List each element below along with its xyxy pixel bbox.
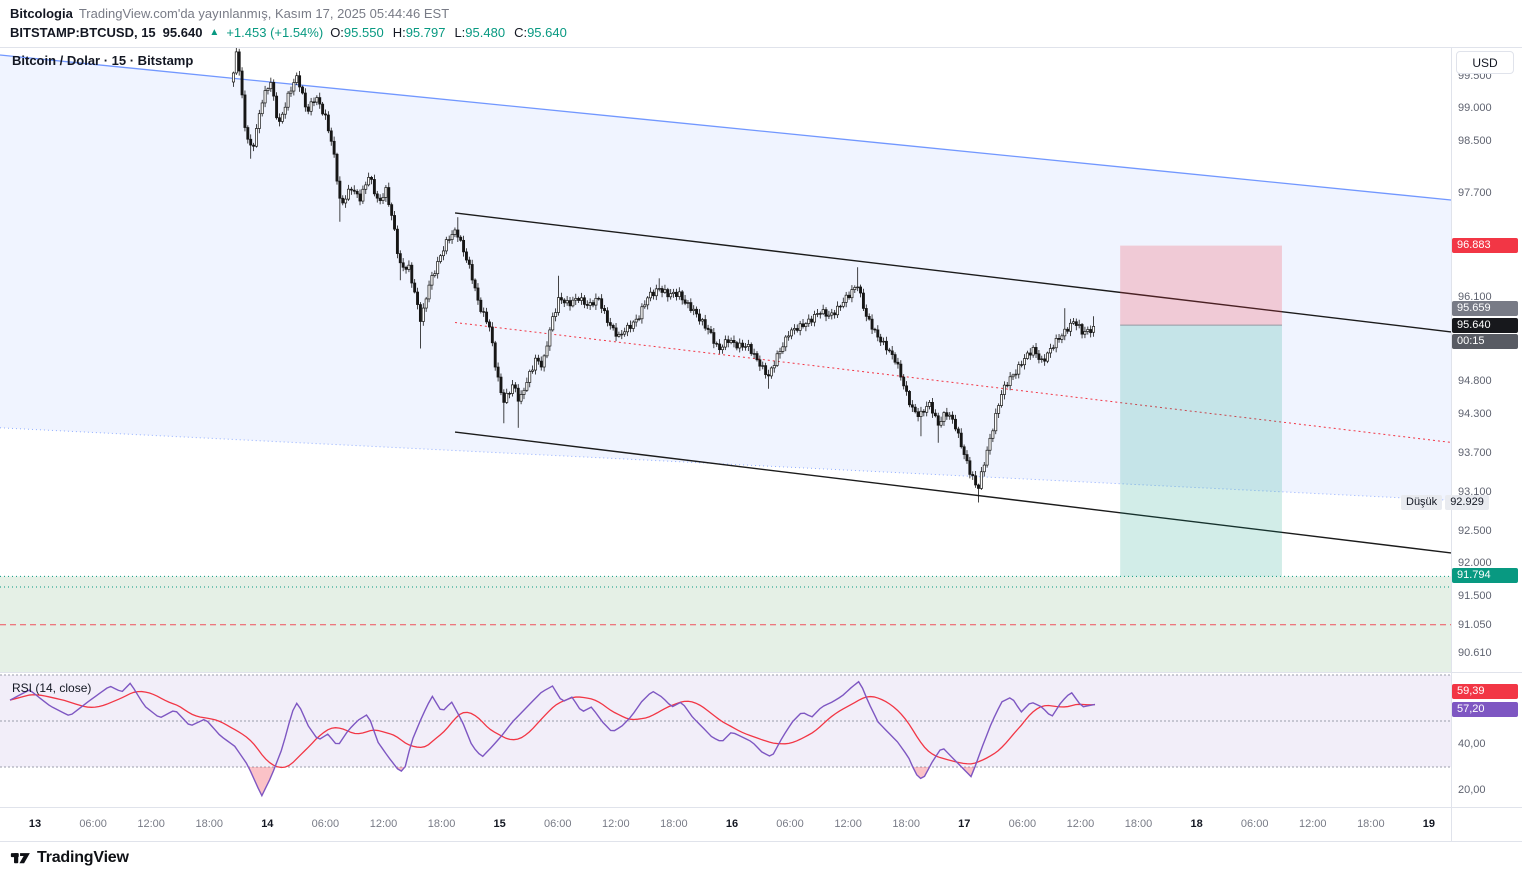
rsi-ma-line xyxy=(9,690,1096,769)
time-label: 12:00 xyxy=(137,818,165,830)
time-label: 18:00 xyxy=(660,818,688,830)
header: Bitcologia TradingView.com'da yayınlanmış… xyxy=(0,0,1522,48)
time-label-day: 13 xyxy=(28,818,42,830)
rsi-pane xyxy=(0,674,1451,798)
tradingview-logo-icon[interactable] xyxy=(10,847,31,868)
rsi-oversold-fill xyxy=(912,767,930,779)
time-label: 12:00 xyxy=(602,818,630,830)
symbol-line: BITSTAMP:BTCUSD, 15 95.640 ▲ +1.453 (+1.… xyxy=(10,24,1512,42)
chart-legend[interactable]: Bitcoin / Dolar · 15 · Bitstamp xyxy=(12,53,194,68)
rsi-line xyxy=(9,680,1096,798)
time-label: 12:00 xyxy=(1066,818,1095,830)
rsi-oversold-fill xyxy=(248,767,275,796)
ohlc-close: C:95.640 xyxy=(514,25,567,40)
last-price: 95.640 xyxy=(162,25,203,40)
support-zone[interactable] xyxy=(0,576,1451,672)
ohlc-low: L:95.480 xyxy=(454,25,506,40)
ohlc-open: O:95.550 xyxy=(330,25,384,40)
currency-toggle-button[interactable]: USD xyxy=(1456,51,1514,74)
time-label-day: 17 xyxy=(958,818,971,830)
branding-footer: TradingView xyxy=(10,847,129,868)
candlestick-series xyxy=(231,48,1096,503)
tradingview-wordmark[interactable]: TradingView xyxy=(37,848,129,866)
time-axis[interactable]: 13 06:00 12:00 18:00 14 06:00 12:00 18:00 15 06:0… xyxy=(0,818,1451,840)
author-name[interactable]: Bitcologia xyxy=(10,6,73,21)
time-label-day: 19 xyxy=(1422,818,1436,830)
published-info: TradingView.com'da yayınlanmış, Kasım 17… xyxy=(78,6,450,21)
blue-channel-fill xyxy=(0,55,1451,501)
time-label: 18:00 xyxy=(1124,818,1153,830)
time-label-day: 15 xyxy=(493,818,506,830)
time-label: 06:00 xyxy=(79,818,107,830)
time-label: 06:00 xyxy=(311,818,340,830)
time-label: 12:00 xyxy=(369,818,398,830)
time-label: 06:00 xyxy=(543,818,572,830)
time-label: 06:00 xyxy=(1008,818,1037,830)
time-label: 12:00 xyxy=(1298,818,1327,830)
position-risk-box[interactable] xyxy=(1120,245,1282,326)
trend-channel[interactable] xyxy=(454,212,1451,554)
publish-line: Bitcologia TradingView.com'da yayınlanmış… xyxy=(10,5,1512,22)
time-label-day: 16 xyxy=(725,818,739,830)
time-label: 18:00 xyxy=(427,818,456,830)
symbol-title[interactable]: BITSTAMP:BTCUSD, 15 xyxy=(10,25,156,40)
time-label: 18:00 xyxy=(892,818,920,830)
time-label-day: 18 xyxy=(1190,818,1203,830)
position-profit-box[interactable] xyxy=(1120,325,1282,577)
time-label: 18:00 xyxy=(1357,818,1385,830)
time-label: 06:00 xyxy=(776,818,804,830)
price-change: +1.453 (+1.54%) xyxy=(226,25,324,40)
time-label: 06:00 xyxy=(1240,818,1269,830)
rsi-indicator-label[interactable]: RSI (14, close) xyxy=(12,681,92,695)
time-label: 12:00 xyxy=(834,818,862,830)
time-label: 18:00 xyxy=(195,818,223,830)
rsi-oversold-fill xyxy=(396,767,405,772)
ohlc-values: O:95.550 H:95.797 L:95.480 C:95.640 xyxy=(330,24,567,42)
time-label-day: 14 xyxy=(261,818,274,830)
price-up-icon: ▲ xyxy=(209,27,220,38)
ohlc-high: H:95.797 xyxy=(392,25,446,40)
